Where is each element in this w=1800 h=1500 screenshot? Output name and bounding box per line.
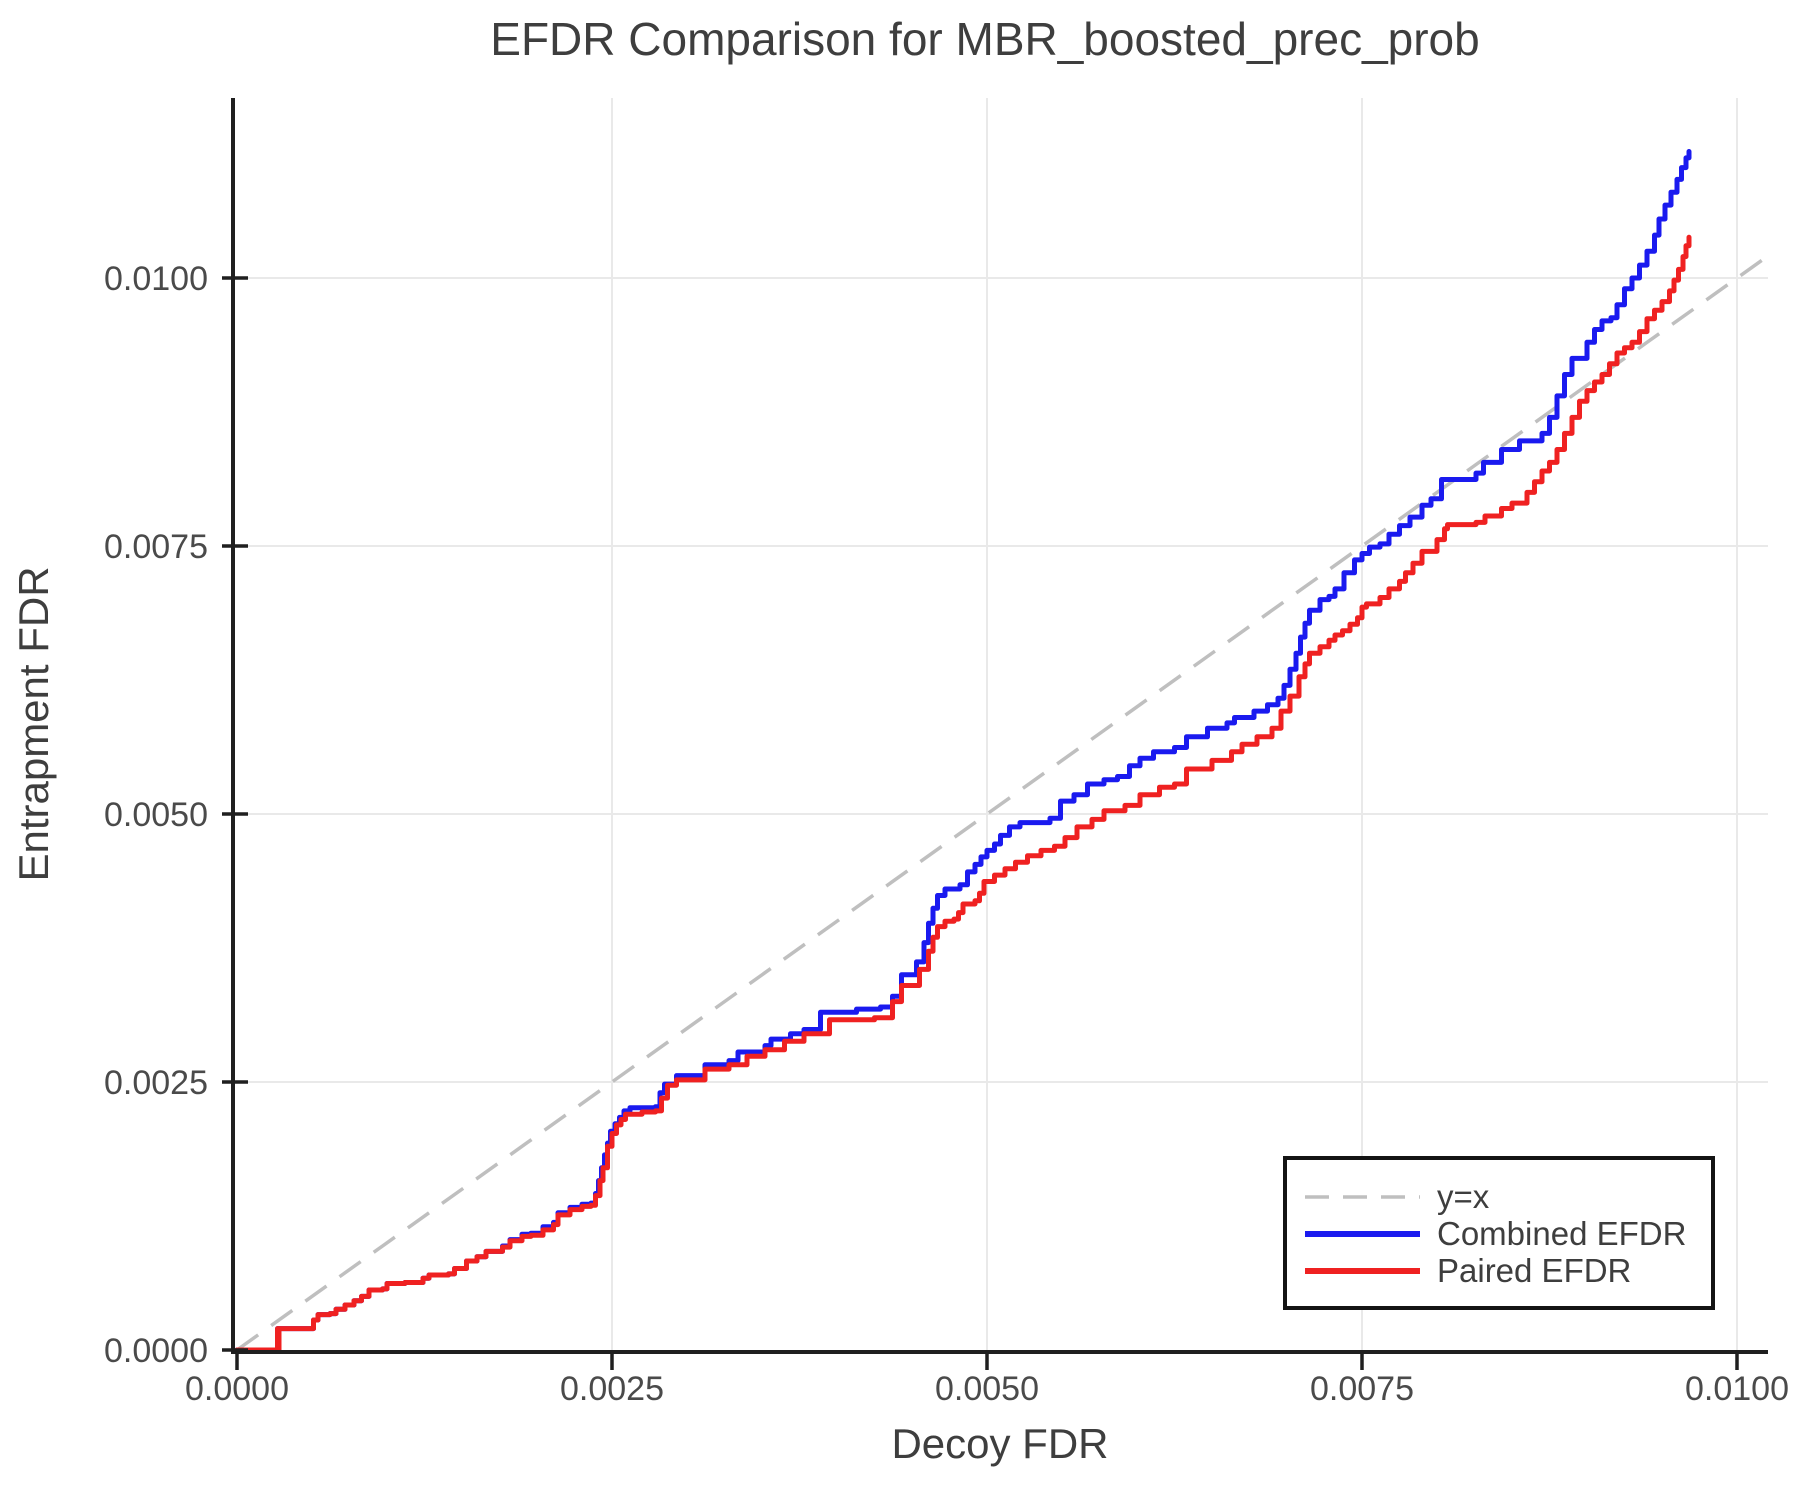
legend-label-identity: y=x	[1437, 1178, 1490, 1215]
y-tick-label-1: 0.0025	[104, 1064, 208, 1102]
x-tick-label-4: 0.0100	[1685, 1370, 1789, 1408]
y-axis-label: Entrapment FDR	[10, 566, 57, 881]
x-tick-label-1: 0.0025	[560, 1370, 664, 1408]
legend-label-paired: Paired EFDR	[1437, 1252, 1631, 1289]
axes-spines	[231, 98, 1768, 1354]
identity-reference-line	[235, 255, 1769, 1352]
legend-label-combined: Combined EFDR	[1437, 1215, 1686, 1252]
y-tick-label-3: 0.0075	[104, 528, 208, 566]
x-tick-labels: 0.0000 0.0025 0.0050 0.0075 0.0100	[185, 1370, 1789, 1408]
y-tick-label-4: 0.0100	[104, 260, 208, 298]
x-tick-label-0: 0.0000	[185, 1370, 289, 1408]
y-tick-label-0: 0.0000	[104, 1332, 208, 1370]
x-tick-label-2: 0.0050	[935, 1370, 1039, 1408]
y-tick-labels: 0.0000 0.0025 0.0050 0.0075 0.0100	[104, 260, 208, 1370]
grid	[233, 98, 1768, 1350]
tick-marks	[222, 276, 1739, 1370]
paired-efdr-line	[234, 234, 1692, 1353]
x-axis-label: Decoy FDR	[891, 1420, 1108, 1467]
y-tick-label-2: 0.0050	[104, 796, 208, 834]
x-tick-label-3: 0.0075	[1310, 1370, 1414, 1408]
legend: y=x Combined EFDR Paired EFDR	[1283, 1156, 1715, 1310]
chart-title: EFDR Comparison for MBR_boosted_prec_pro…	[490, 13, 1479, 65]
